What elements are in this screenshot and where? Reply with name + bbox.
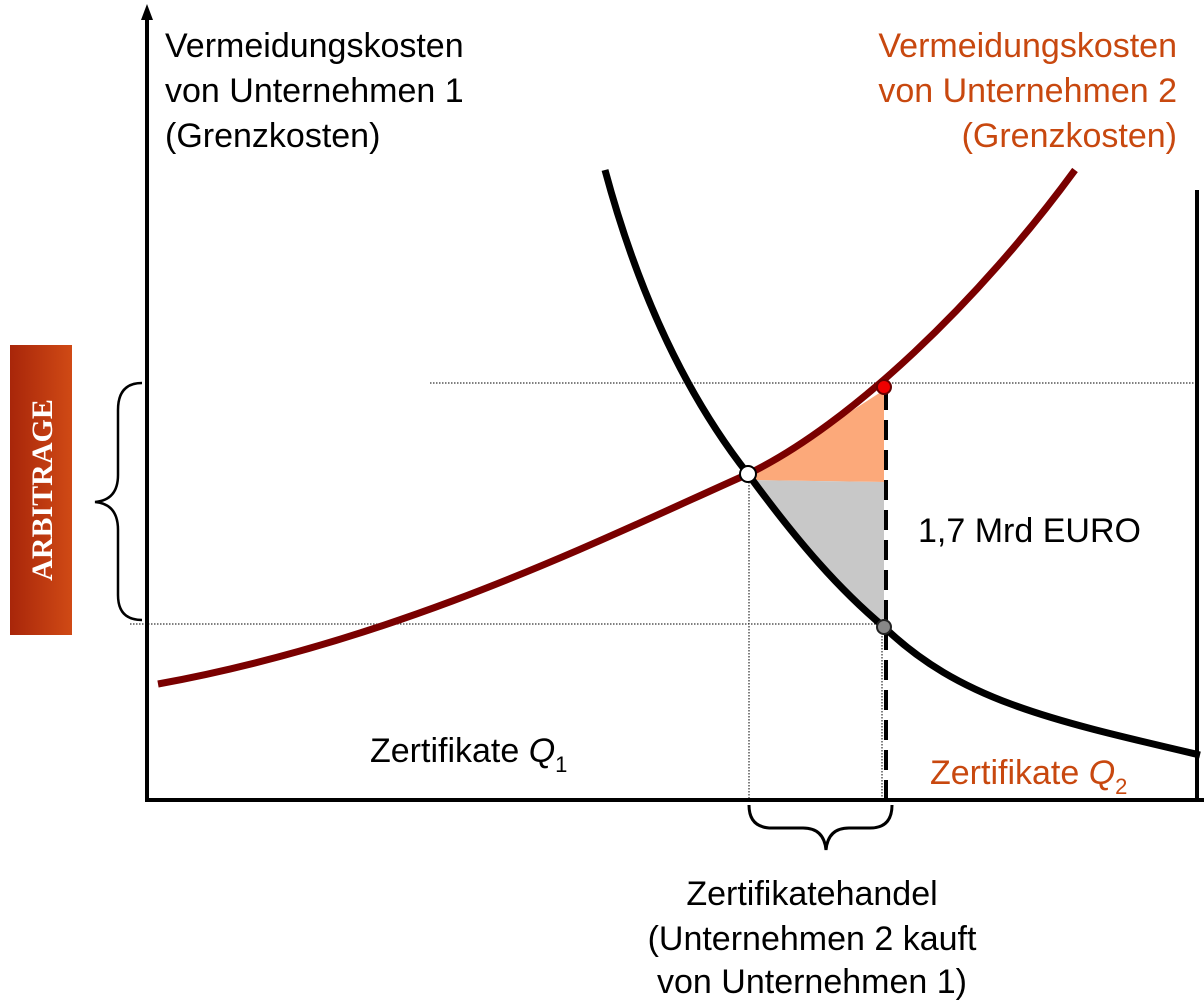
q1-symbol: Q (529, 732, 555, 770)
axes (145, 14, 1204, 802)
arbitrage-box (10, 345, 72, 635)
guide-lines (130, 382, 1195, 800)
company2-label: von Unternehmen 2 (878, 72, 1177, 110)
q2-text: Zertifikate (930, 754, 1089, 792)
q2-subscript: 2 (1115, 774, 1127, 799)
q2-symbol: Q (1089, 754, 1115, 792)
axis-arrow (141, 4, 153, 20)
q2-label: Zertifikate Q2 (930, 754, 1127, 799)
company1-label: von Unternehmen 1 (165, 72, 464, 110)
q1-label: Zertifikate Q1 (370, 732, 567, 777)
trade-label: Zertifikatehandel (686, 875, 937, 913)
cost-curve-1 (601, 169, 1201, 759)
arbitrage-label: ARBITRAGE (26, 399, 59, 581)
amount-label: 1,7 Mrd EURO (918, 512, 1141, 550)
q1-text: Zertifikate (370, 732, 529, 770)
arbitrage-brace (94, 381, 143, 622)
trade-note: (Unternehmen 2 kauft (648, 920, 977, 958)
trade-note: von Unternehmen 1) (657, 963, 967, 1001)
trade-brace (747, 804, 894, 851)
company2-label: (Grenzkosten) (962, 117, 1177, 155)
q1-subscript: 1 (555, 752, 567, 777)
company1-label: (Grenzkosten) (165, 117, 380, 155)
company1-label: Vermeidungskosten (165, 27, 464, 65)
company2-label: Vermeidungskosten (878, 27, 1177, 65)
price-point-1 (876, 619, 892, 635)
cost-curve-2 (157, 167, 1078, 688)
price-point-2 (876, 379, 892, 395)
equilibrium-point (739, 465, 757, 483)
